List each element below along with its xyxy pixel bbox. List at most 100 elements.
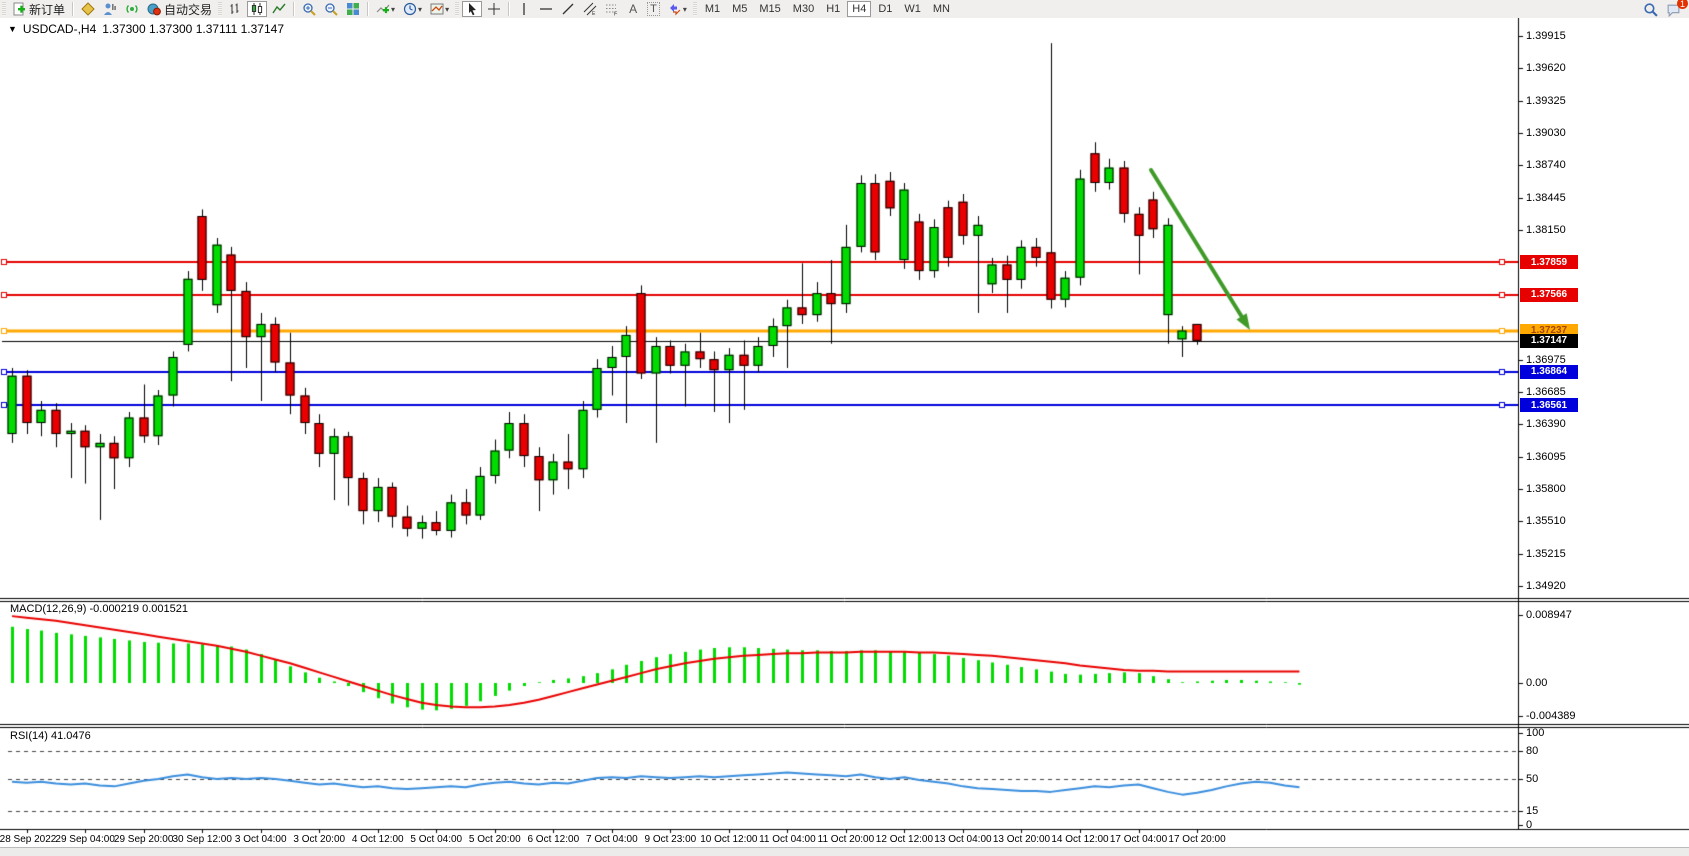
periods-button[interactable]: ▾ [400, 1, 425, 17]
bar-chart-button[interactable] [225, 1, 245, 17]
toolbar-separator [72, 2, 75, 16]
time-axis-label[interactable]: 4 Oct 12:00 [351, 834, 404, 845]
tab-mn[interactable]: MN [932, 3, 950, 15]
horizontal-line-button[interactable] [536, 1, 556, 17]
tab-m1[interactable]: M1 [704, 3, 721, 15]
macd-axis-tick: -0.004389 [1526, 710, 1576, 723]
time-axis-label[interactable]: 5 Oct 20:00 [468, 834, 521, 845]
tab-h4[interactable]: H4 [847, 1, 872, 17]
time-axis-label[interactable]: 5 Oct 04:00 [410, 834, 463, 845]
search-icon [1644, 2, 1658, 17]
time-axis-label[interactable]: 13 Oct 20:00 [992, 834, 1051, 845]
indicators-button[interactable]: ▾ [373, 1, 398, 17]
svg-text:F: F [614, 12, 618, 17]
time-axis-label[interactable]: 6 Oct 12:00 [527, 834, 580, 845]
channel-icon: E [583, 2, 597, 16]
cursor-button[interactable] [462, 1, 483, 17]
time-axis-label[interactable]: 29 Sep 20:00 [113, 834, 174, 845]
chart-canvas[interactable] [0, 18, 1689, 856]
new-order-button[interactable]: 新订单 [9, 1, 68, 17]
toolbar-grip [218, 2, 223, 16]
time-axis-label[interactable]: 28 Sep 2022 [0, 834, 57, 845]
time-axis-label[interactable]: 29 Sep 04:00 [55, 834, 115, 845]
toolbar-grip [692, 2, 697, 16]
zoom-out-button[interactable] [321, 1, 341, 17]
svg-text:E: E [592, 11, 596, 16]
price-axis-tick: 1.35215 [1526, 547, 1566, 560]
tab-h1[interactable]: H1 [826, 3, 841, 15]
line-chart-button[interactable] [269, 1, 289, 17]
status-bar [0, 847, 1689, 856]
time-axis-label[interactable]: 11 Oct 04:00 [759, 834, 816, 845]
cursor-icon [469, 3, 477, 16]
candlestick-chart-button[interactable] [247, 1, 268, 17]
time-axis-label[interactable]: 3 Oct 20:00 [293, 834, 346, 845]
crosshair-icon [488, 3, 501, 15]
time-axis-label[interactable]: 30 Sep 12:00 [172, 834, 232, 845]
price-axis-tick: 1.39915 [1526, 30, 1566, 42]
time-axis-label[interactable]: 17 Oct 20:00 [1168, 834, 1226, 845]
toolbar-separator [367, 2, 370, 16]
time-axis-label[interactable]: 14 Oct 12:00 [1051, 834, 1109, 845]
time-axis-label[interactable]: 11 Oct 20:00 [817, 834, 875, 845]
line-chart-icon [272, 3, 286, 14]
chart-menu-icon[interactable]: ▼ [8, 24, 17, 34]
trendline-button[interactable] [558, 1, 578, 17]
tab-d1[interactable]: D1 [878, 3, 893, 15]
tab-m15[interactable]: M15 [759, 3, 781, 15]
time-axis-label[interactable]: 3 Oct 04:00 [234, 834, 287, 845]
price-axis-tick: 1.39325 [1526, 94, 1566, 107]
fibonacci-button[interactable]: F [602, 1, 622, 17]
toolbar-grip [2, 2, 6, 16]
macd-pane-label: MACD(12,26,9) -0.000219 0.001521 [10, 603, 188, 615]
zoom-in-button[interactable] [299, 1, 319, 17]
toolbar-separator [293, 2, 296, 16]
search-button[interactable] [1640, 1, 1661, 17]
channel-button[interactable]: E [580, 1, 600, 17]
data-window-button[interactable] [100, 1, 120, 17]
signals-button[interactable] [122, 1, 142, 17]
templates-button[interactable]: ▾ [427, 1, 452, 17]
time-axis-label[interactable]: 9 Oct 23:00 [644, 834, 697, 845]
notifications-button[interactable]: 1 [1663, 0, 1688, 17]
time-axis-label[interactable]: 17 Oct 04:00 [1109, 834, 1168, 845]
time-axis-label[interactable]: 12 Oct 12:00 [875, 834, 934, 845]
tab-m5[interactable]: M5 [732, 3, 748, 15]
price-line-label: 1.36561 [1520, 398, 1578, 413]
price-axis-tick: 1.35510 [1526, 515, 1566, 528]
crosshair-button[interactable] [484, 1, 504, 17]
shapes-button[interactable]: ▾ [665, 1, 690, 17]
price-axis-tick: 1.36685 [1526, 385, 1566, 398]
shapes-icon [669, 4, 681, 16]
macd-axis-tick: 0.00 [1526, 677, 1548, 689]
rsi-axis-tick: 80 [1526, 745, 1539, 758]
auto-trading-button[interactable]: 自动交易 [144, 1, 215, 17]
time-axis-label[interactable]: 10 Oct 12:00 [700, 834, 758, 845]
market-watch-button[interactable] [78, 1, 98, 17]
toolbar-grip [455, 2, 460, 16]
tile-windows-icon [347, 3, 360, 15]
time-axis-label[interactable]: 13 Oct 04:00 [934, 834, 992, 845]
templates-caret-icon: ▾ [445, 4, 450, 14]
macd-name: MACD(12,26,9) [10, 603, 87, 615]
chart-title: ▼ USDCAD-,H4 1.37300 1.37300 1.37111 1.3… [8, 22, 284, 36]
auto-trading-label: 自动交易 [164, 2, 213, 17]
top-toolbar: 新订单 自动交易 [0, 0, 1689, 19]
price-axis-tick: 1.38740 [1526, 159, 1566, 172]
tab-m30[interactable]: M30 [792, 3, 815, 15]
text-tool-button[interactable]: A [624, 1, 642, 17]
tab-w1[interactable]: W1 [904, 3, 921, 15]
time-axis-label[interactable]: 7 Oct 04:00 [585, 834, 638, 845]
indicators-icon [376, 4, 390, 14]
new-order-label: 新订单 [29, 2, 66, 17]
periods-icon [403, 2, 417, 16]
price-axis-tick: 1.36390 [1526, 418, 1566, 431]
label-tool-button[interactable]: T [644, 1, 663, 17]
horizontal-line-icon [540, 8, 553, 10]
chart-ohlc-quotes: 1.37300 1.37300 1.37111 1.37147 [102, 22, 284, 36]
vertical-line-button[interactable] [514, 1, 534, 17]
price-line-label: 1.37566 [1520, 287, 1578, 302]
tile-windows-button[interactable] [343, 1, 363, 17]
chart-window[interactable]: ▼ USDCAD-,H4 1.37300 1.37300 1.37111 1.3… [0, 18, 1689, 856]
